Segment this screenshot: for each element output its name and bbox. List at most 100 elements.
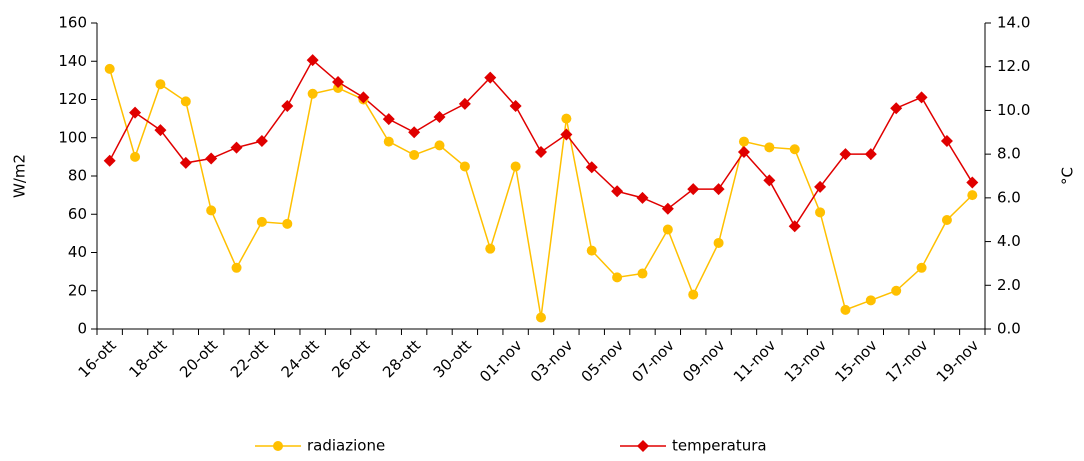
y2-tick-label: 6.0	[997, 188, 1021, 206]
point	[661, 202, 674, 215]
point	[737, 145, 750, 158]
point	[332, 76, 345, 89]
point	[662, 224, 673, 235]
point	[485, 243, 496, 254]
point	[941, 214, 952, 225]
point	[409, 149, 420, 160]
point	[206, 205, 217, 216]
point	[611, 185, 624, 198]
point	[383, 136, 394, 147]
x-tick-label: 28-ott	[379, 336, 424, 381]
y-tick-label: 20	[68, 281, 87, 299]
point	[915, 91, 928, 104]
point	[382, 113, 395, 126]
y-tick-label: 40	[68, 243, 87, 261]
point	[712, 183, 725, 196]
point	[306, 54, 319, 67]
point	[687, 183, 700, 196]
point	[282, 218, 293, 229]
y-tick-label: 160	[58, 14, 87, 32]
point	[967, 190, 978, 201]
point	[104, 63, 115, 74]
point	[916, 262, 927, 273]
point	[586, 245, 597, 256]
point	[839, 148, 852, 161]
point	[230, 141, 243, 154]
y2-tick-label: 12.0	[997, 57, 1030, 75]
point	[688, 289, 699, 300]
point	[307, 88, 318, 99]
point	[179, 156, 192, 169]
point	[763, 174, 776, 187]
x-tick-label: 18-ott	[125, 336, 170, 381]
point	[814, 180, 827, 193]
point	[333, 83, 344, 94]
point	[764, 142, 775, 153]
point	[815, 207, 826, 218]
point	[408, 126, 421, 139]
point	[459, 161, 470, 172]
y2-tick-label: 14.0	[997, 14, 1030, 32]
point	[130, 151, 141, 162]
point	[484, 71, 497, 84]
y-axis-title: W/m2	[11, 154, 29, 198]
point	[205, 152, 218, 165]
point	[509, 100, 522, 113]
legend-label: temperatura	[672, 437, 767, 455]
point	[890, 102, 903, 115]
point	[713, 237, 724, 248]
point	[129, 106, 142, 119]
y-tick-label: 80	[68, 167, 87, 185]
legend-label: radiazione	[307, 437, 385, 455]
series-line	[108, 68, 973, 318]
point	[840, 304, 851, 315]
x-tick-label: 17-nov	[882, 336, 932, 386]
point	[864, 148, 877, 161]
y-tick-label: 120	[58, 90, 87, 108]
point	[535, 145, 547, 158]
point	[637, 440, 649, 452]
point	[510, 161, 521, 172]
point	[103, 154, 116, 167]
x-tick-label: 19-nov	[933, 336, 983, 386]
x-tick-label: 16-ott	[75, 336, 120, 381]
point	[560, 128, 573, 141]
point	[738, 136, 749, 147]
point	[357, 91, 370, 104]
x-tick-label: 11-nov	[730, 336, 780, 386]
y2-tick-label: 2.0	[997, 276, 1021, 294]
point	[434, 140, 445, 151]
x-tick-label: 26-ott	[328, 336, 373, 381]
point	[458, 97, 471, 110]
x-tick-label: 30-ott	[430, 336, 475, 381]
y-tick-label: 0	[77, 320, 87, 338]
point	[561, 113, 572, 124]
point	[255, 135, 268, 148]
point	[612, 272, 623, 283]
series-line	[109, 58, 973, 228]
x-tick-label: 22-ott	[227, 336, 272, 381]
point	[636, 191, 649, 204]
x-tick-label: 03-nov	[527, 336, 577, 386]
y-tick-label: 60	[68, 205, 87, 223]
point	[231, 262, 242, 273]
point	[940, 135, 953, 148]
point	[273, 441, 283, 451]
point	[180, 96, 191, 107]
point	[256, 216, 267, 227]
x-tick-label: 24-ott	[278, 336, 323, 381]
x-tick-label: 13-nov	[781, 336, 831, 386]
point	[788, 220, 801, 233]
point	[865, 295, 876, 306]
y-tick-label: 140	[58, 52, 87, 70]
point	[154, 124, 167, 137]
x-tick-label: 09-nov	[679, 336, 729, 386]
x-tick-label: 20-ott	[176, 336, 221, 381]
point	[281, 100, 294, 113]
y2-axis-title: °C	[1059, 167, 1077, 185]
point	[585, 161, 598, 174]
point	[637, 268, 648, 279]
x-tick-label: 05-nov	[578, 336, 628, 386]
y2-tick-label: 8.0	[997, 145, 1021, 163]
